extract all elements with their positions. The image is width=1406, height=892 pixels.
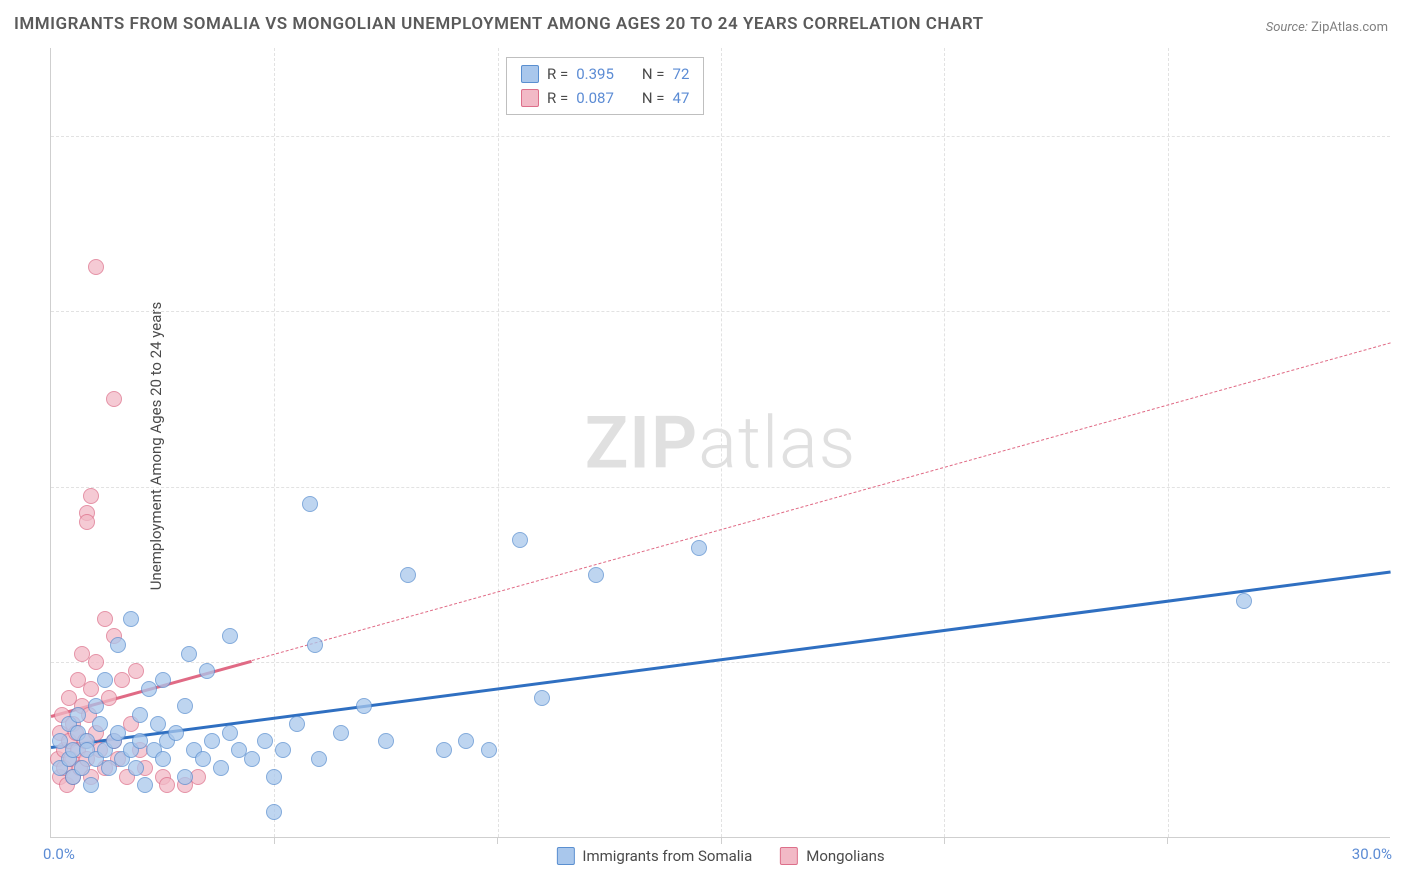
legend-swatch-pink: [780, 847, 798, 865]
legend-swatch-blue: [521, 65, 539, 83]
scatter-point: [400, 567, 416, 583]
scatter-point: [177, 769, 193, 785]
scatter-point: [97, 611, 113, 627]
scatter-point: [150, 716, 166, 732]
scatter-point: [70, 707, 86, 723]
regression-line: [252, 342, 1391, 661]
scatter-point: [257, 733, 273, 749]
legend-r-label: R =: [547, 86, 568, 110]
series-legend: Immigrants from Somalia Mongolians: [556, 847, 884, 865]
scatter-point: [244, 751, 260, 767]
scatter-plot-area: ZIPatlas R = 0.395 N = 72 R = 0.087 N = …: [50, 48, 1390, 838]
scatter-point: [123, 611, 139, 627]
legend-n-value: 72: [673, 62, 690, 86]
scatter-point: [691, 540, 707, 556]
scatter-point: [436, 742, 452, 758]
scatter-point: [181, 646, 197, 662]
scatter-point: [588, 567, 604, 583]
scatter-point: [213, 760, 229, 776]
gridline-vertical: [498, 48, 499, 837]
source-prefix: Source:: [1266, 20, 1311, 35]
x-tick-mark: [721, 838, 722, 844]
scatter-point: [289, 716, 305, 732]
scatter-point: [132, 707, 148, 723]
scatter-point: [204, 733, 220, 749]
scatter-point: [79, 514, 95, 530]
legend-n-label: N =: [642, 62, 665, 86]
x-tick-mark: [944, 838, 945, 844]
gridline-vertical: [721, 48, 722, 837]
y-tick-label: 20.0%: [1395, 653, 1406, 671]
scatter-point: [1236, 593, 1252, 609]
scatter-point: [481, 742, 497, 758]
legend-item: Immigrants from Somalia: [556, 847, 752, 865]
x-axis-origin-label: 0.0%: [43, 845, 75, 863]
y-tick-label: 40.0%: [1395, 478, 1406, 496]
scatter-point: [534, 690, 550, 706]
legend-item: Mongolians: [780, 847, 884, 865]
scatter-point: [88, 654, 104, 670]
scatter-point: [88, 259, 104, 275]
scatter-point: [512, 532, 528, 548]
scatter-point: [97, 672, 113, 688]
scatter-point: [222, 628, 238, 644]
gridline-vertical: [944, 48, 945, 837]
scatter-point: [155, 672, 171, 688]
x-tick-mark: [1167, 838, 1168, 844]
correlation-legend: R = 0.395 N = 72 R = 0.087 N = 47: [506, 57, 704, 115]
legend-r-value: 0.087: [576, 86, 614, 110]
scatter-point: [222, 725, 238, 741]
scatter-point: [311, 751, 327, 767]
legend-n-value: 47: [673, 86, 690, 110]
scatter-point: [159, 777, 175, 793]
scatter-point: [177, 698, 193, 714]
chart-title: IMMIGRANTS FROM SOMALIA VS MONGOLIAN UNE…: [14, 14, 984, 34]
scatter-point: [83, 488, 99, 504]
legend-row: R = 0.087 N = 47: [521, 86, 689, 110]
scatter-point: [266, 804, 282, 820]
scatter-point: [110, 725, 126, 741]
scatter-point: [199, 663, 215, 679]
scatter-point: [275, 742, 291, 758]
scatter-point: [92, 716, 108, 732]
scatter-point: [101, 690, 117, 706]
legend-row: R = 0.395 N = 72: [521, 62, 689, 86]
legend-r-label: R =: [547, 62, 568, 86]
legend-n-label: N =: [642, 86, 665, 110]
y-tick-label: 80.0%: [1395, 127, 1406, 145]
scatter-point: [110, 637, 126, 653]
source-credit: Source: ZipAtlas.com: [1266, 20, 1388, 35]
scatter-point: [266, 769, 282, 785]
legend-r-value: 0.395: [576, 62, 614, 86]
scatter-point: [88, 698, 104, 714]
scatter-point: [302, 496, 318, 512]
scatter-point: [83, 777, 99, 793]
scatter-point: [307, 637, 323, 653]
x-axis-max-label: 30.0%: [1352, 845, 1392, 863]
gridline-vertical: [1168, 48, 1169, 837]
y-tick-label: 60.0%: [1395, 302, 1406, 320]
x-tick-mark: [274, 838, 275, 844]
scatter-point: [128, 760, 144, 776]
legend-series-name: Immigrants from Somalia: [582, 847, 752, 865]
scatter-point: [356, 698, 372, 714]
legend-swatch-pink: [521, 89, 539, 107]
legend-swatch-blue: [556, 847, 574, 865]
scatter-point: [458, 733, 474, 749]
source-name: ZipAtlas.com: [1311, 20, 1388, 35]
legend-series-name: Mongolians: [806, 847, 884, 865]
scatter-point: [378, 733, 394, 749]
scatter-point: [333, 725, 349, 741]
scatter-point: [168, 725, 184, 741]
scatter-point: [137, 777, 153, 793]
x-tick-mark: [497, 838, 498, 844]
scatter-point: [155, 751, 171, 767]
scatter-point: [106, 391, 122, 407]
scatter-point: [128, 663, 144, 679]
scatter-point: [195, 751, 211, 767]
